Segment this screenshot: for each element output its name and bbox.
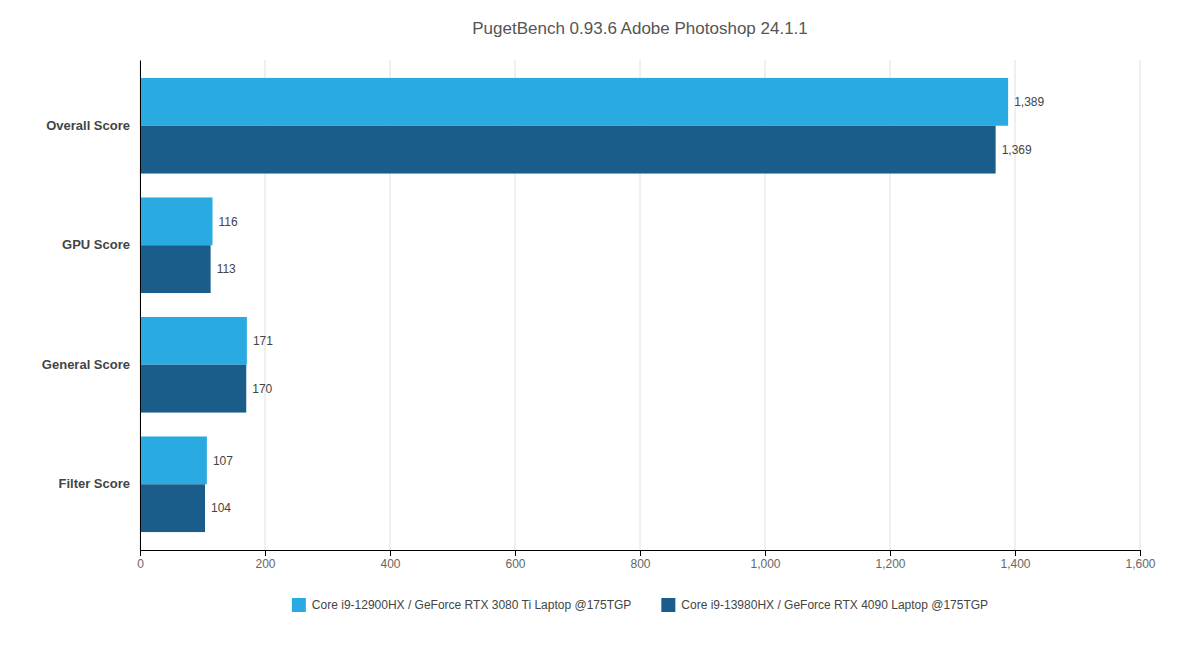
y-tick-label: GPU Score: [62, 237, 130, 252]
grid-line: [140, 60, 141, 550]
x-tick-label: 200: [255, 557, 275, 571]
y-tick-label: Filter Score: [58, 476, 130, 491]
legend-item: Core i9-13980HX / GeForce RTX 4090 Lapto…: [661, 598, 988, 612]
data-label: 170: [252, 382, 272, 396]
chart-svg: 0 200 400 600 800 1,000 1,200 1,400 1,600 Overall…: [0, 0, 1200, 650]
bar: [140, 197, 213, 245]
x-tick: 800: [630, 550, 650, 571]
legend-item: Core i9-12900HX / GeForce RTX 3080 Ti La…: [292, 598, 631, 612]
chart-container: 0 200 400 600 800 1,000 1,200 1,400 1,600 Overall…: [0, 0, 1200, 650]
x-tick: 0: [137, 550, 144, 571]
data-label: 107: [213, 454, 233, 468]
y-tick: Overall Score: [46, 118, 140, 133]
legend-label: Core i9-13980HX / GeForce RTX 4090 Lapto…: [681, 598, 988, 612]
x-tick-label: 1,400: [1000, 557, 1030, 571]
y-tick-label: Overall Score: [46, 118, 130, 133]
y-tick: General Score: [42, 357, 140, 372]
x-tick: 400: [380, 550, 400, 571]
x-tick: 1,200: [875, 550, 905, 571]
legend-label: Core i9-12900HX / GeForce RTX 3080 Ti La…: [312, 598, 631, 612]
x-tick-label: 1,000: [750, 557, 780, 571]
x-tick: 1,000: [750, 550, 780, 571]
x-tick: 1,400: [1000, 550, 1030, 571]
x-axis-line: [141, 551, 1141, 557]
x-tick-label: 1,600: [1125, 557, 1155, 571]
data-label: 113: [217, 262, 236, 276]
data-labels: 107 171 116 1,389 104 170 113 1,369: [211, 95, 1044, 515]
bar: [140, 484, 205, 532]
grid: [140, 60, 1140, 550]
x-tick-label: 400: [380, 557, 400, 571]
data-label: 116: [219, 215, 238, 229]
data-label: 1,389: [1014, 95, 1044, 109]
y-tick: Filter Score: [58, 476, 140, 491]
y-tick: GPU Score: [62, 237, 140, 252]
x-tick-mark: [1140, 550, 1141, 556]
legend-swatch: [661, 598, 675, 612]
x-tick-mark: [515, 550, 516, 556]
bar: [140, 365, 246, 413]
data-label: 171: [253, 334, 273, 348]
y-tick-label: General Score: [42, 357, 130, 372]
x-tick-label: 800: [630, 557, 650, 571]
legend-swatch: [292, 598, 306, 612]
y-axis-line: [140, 61, 141, 551]
plot-area: 0 200 400 600 800 1,000 1,200 1,400 1,600 Overall…: [42, 60, 1156, 571]
x-tick-label: 600: [505, 557, 525, 571]
x-tick-mark: [265, 550, 266, 556]
y-axis: Overall Score GPU Score General Score Filte…: [42, 61, 141, 551]
grid-line: [1140, 60, 1141, 550]
x-axis: 0 200 400 600 800 1,000 1,200 1,400 1,600: [137, 550, 1156, 571]
x-tick-label: 0: [137, 557, 144, 571]
data-label: 1,369: [1002, 143, 1032, 157]
chart-title: PugetBench 0.93.6 Adobe Photoshop 24.1.1: [472, 19, 808, 38]
x-tick-mark: [640, 550, 641, 556]
bars: [140, 78, 1008, 532]
x-tick-mark: [390, 550, 391, 556]
x-tick: 600: [505, 550, 525, 571]
grid-line: [1015, 60, 1016, 550]
data-label: 104: [211, 501, 231, 515]
x-tick-mark: [765, 550, 766, 556]
x-tick-mark: [890, 550, 891, 556]
bar: [140, 317, 247, 365]
x-tick: 200: [255, 550, 275, 571]
bar: [140, 436, 207, 484]
x-tick: 1,600: [1125, 550, 1155, 571]
x-tick-label: 1,200: [875, 557, 905, 571]
bar: [140, 126, 996, 174]
x-tick-mark: [140, 550, 141, 556]
legend: Core i9-12900HX / GeForce RTX 3080 Ti La…: [292, 598, 988, 612]
bar: [140, 78, 1008, 126]
x-tick-mark: [1015, 550, 1016, 556]
bar: [140, 245, 211, 293]
